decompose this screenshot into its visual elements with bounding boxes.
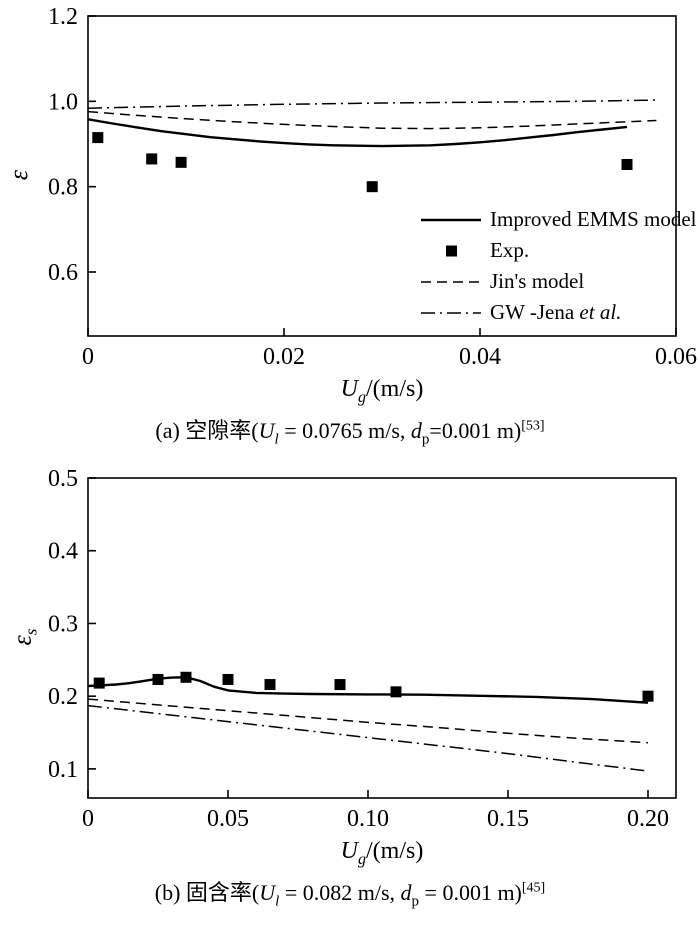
epsilon-subscript: s (21, 628, 41, 636)
x-tick-label: 0 (82, 344, 94, 370)
u-symbol: U (259, 880, 276, 905)
u-subscript: g (358, 850, 366, 868)
u-subscript: l (274, 431, 279, 448)
series-line-dashdot (87, 704, 649, 772)
data-point-marker (175, 156, 187, 168)
series-line-solid (87, 676, 649, 704)
y-axis-label-b: εs (7, 629, 41, 646)
u-subscript: l (275, 893, 280, 910)
data-point-marker (390, 686, 402, 698)
y-tick-label: 1.2 (48, 6, 78, 30)
data-point-marker (152, 673, 164, 685)
legend-label: Improved EMMS model (490, 207, 697, 231)
legend-item-improved-emms: Improved EMMS model (420, 204, 696, 235)
series-line-dashed (87, 698, 649, 744)
data-point-marker (264, 679, 276, 691)
data-point-marker (93, 677, 105, 689)
reference-superscript: [53] (521, 418, 545, 434)
legend-label-text: GW -Jena (490, 300, 580, 324)
legend-label: GW -Jena et al. (490, 300, 621, 325)
plot-frame (87, 15, 677, 337)
legend-item-gw-jena: GW -Jena et al. (420, 297, 696, 328)
square-marker-swatch (446, 245, 457, 256)
d-symbol: d (410, 418, 422, 443)
caption-text: = 0.0765 m/s, (278, 418, 411, 443)
caption-b: (b) 固含率(Ul = 0.082 m/s, dp = 0.001 m)[45… (0, 875, 700, 910)
caption-text: (b) 固含率( (154, 880, 260, 905)
d-subscript: p (411, 893, 420, 910)
data-point-marker (92, 132, 104, 144)
y-tick-label: 0.3 (48, 611, 78, 637)
x-tick-label: 0 (82, 806, 94, 832)
legend: Improved EMMS model Exp. Jin's model GW … (420, 204, 696, 328)
figure-b: 0 0.05 0.10 0.15 0.20 0.1 0.2 0.3 0.4 0.5 εs Ug/(… (0, 468, 700, 930)
data-point-marker (146, 153, 158, 165)
series-line-dashdot (87, 99, 657, 109)
data-point-marker (621, 158, 633, 170)
solid-line-swatch (421, 218, 481, 221)
x-axis-label-a: Ug/(m/s) (88, 376, 676, 407)
dashed-line-swatch (421, 280, 481, 283)
u-symbol: U (258, 418, 275, 443)
caption-text: (a) 空隙率( (155, 418, 259, 443)
figure-a: 0 0.02 0.04 0.06 0.6 0.8 1.0 1.2 ε Improved EMM… (0, 6, 700, 468)
caption-text: =0.001 m) (429, 418, 522, 443)
legend-label: Exp. (490, 238, 530, 262)
x-tick-label: 0.20 (627, 806, 669, 832)
x-tick-label: 0.02 (263, 344, 305, 370)
caption-a: (a) 空隙率(Ul = 0.0765 m/s, dp=0.001 m)[53] (0, 413, 700, 448)
dashdot-line-swatch (421, 311, 481, 314)
legend-label-italic: et al. (579, 300, 622, 324)
y-tick-label: 0.5 (48, 468, 78, 492)
u-symbol: U (340, 376, 358, 402)
x-tick-label: 0.06 (655, 344, 697, 370)
data-point-marker (222, 673, 234, 685)
x-tick-label: 0.10 (347, 806, 389, 832)
chart-a-canvas: 0 0.02 0.04 0.06 0.6 0.8 1.0 1.2 (48, 6, 697, 370)
y-tick-label: 0.8 (48, 175, 78, 201)
u-symbol: U (340, 838, 358, 864)
epsilon-symbol: ε (7, 635, 37, 646)
epsilon-symbol: ε (4, 169, 34, 181)
data-point-marker (366, 181, 378, 193)
y-tick-label: 0.1 (48, 757, 78, 783)
d-symbol: d (400, 880, 412, 905)
data-point-marker (180, 671, 192, 683)
caption-text: = 0.082 m/s, (279, 880, 401, 905)
plot-frame (87, 477, 677, 799)
data-point-marker (642, 690, 654, 702)
d-subscript: p (421, 431, 430, 448)
u-subscript: g (358, 388, 366, 406)
y-tick-label: 0.6 (48, 260, 78, 286)
x-tick-label: 0.15 (487, 806, 529, 832)
series-line-solid (87, 118, 628, 148)
x-axis-units: /(m/s) (366, 838, 424, 864)
x-axis-units: /(m/s) (366, 376, 424, 402)
legend-label: Jin's model (490, 269, 585, 293)
x-tick-label: 0.04 (459, 344, 501, 370)
data-point-marker (334, 679, 346, 691)
caption-text: = 0.001 m) (419, 880, 522, 905)
legend-item-jin: Jin's model (420, 266, 696, 297)
y-tick-label: 1.0 (48, 89, 78, 115)
y-tick-label: 0.4 (48, 539, 78, 565)
reference-superscript: [45] (521, 880, 546, 896)
x-tick-label: 0.05 (207, 806, 249, 832)
y-tick-label: 0.2 (48, 684, 78, 710)
legend-item-exp: Exp. (420, 235, 696, 266)
chart-b-canvas: 0 0.05 0.10 0.15 0.20 0.1 0.2 0.3 0.4 0.5 (48, 468, 677, 832)
x-axis-label-b: Ug/(m/s) (88, 838, 676, 869)
series-line-dashed (87, 110, 657, 130)
y-axis-label-a: ε (4, 170, 38, 180)
